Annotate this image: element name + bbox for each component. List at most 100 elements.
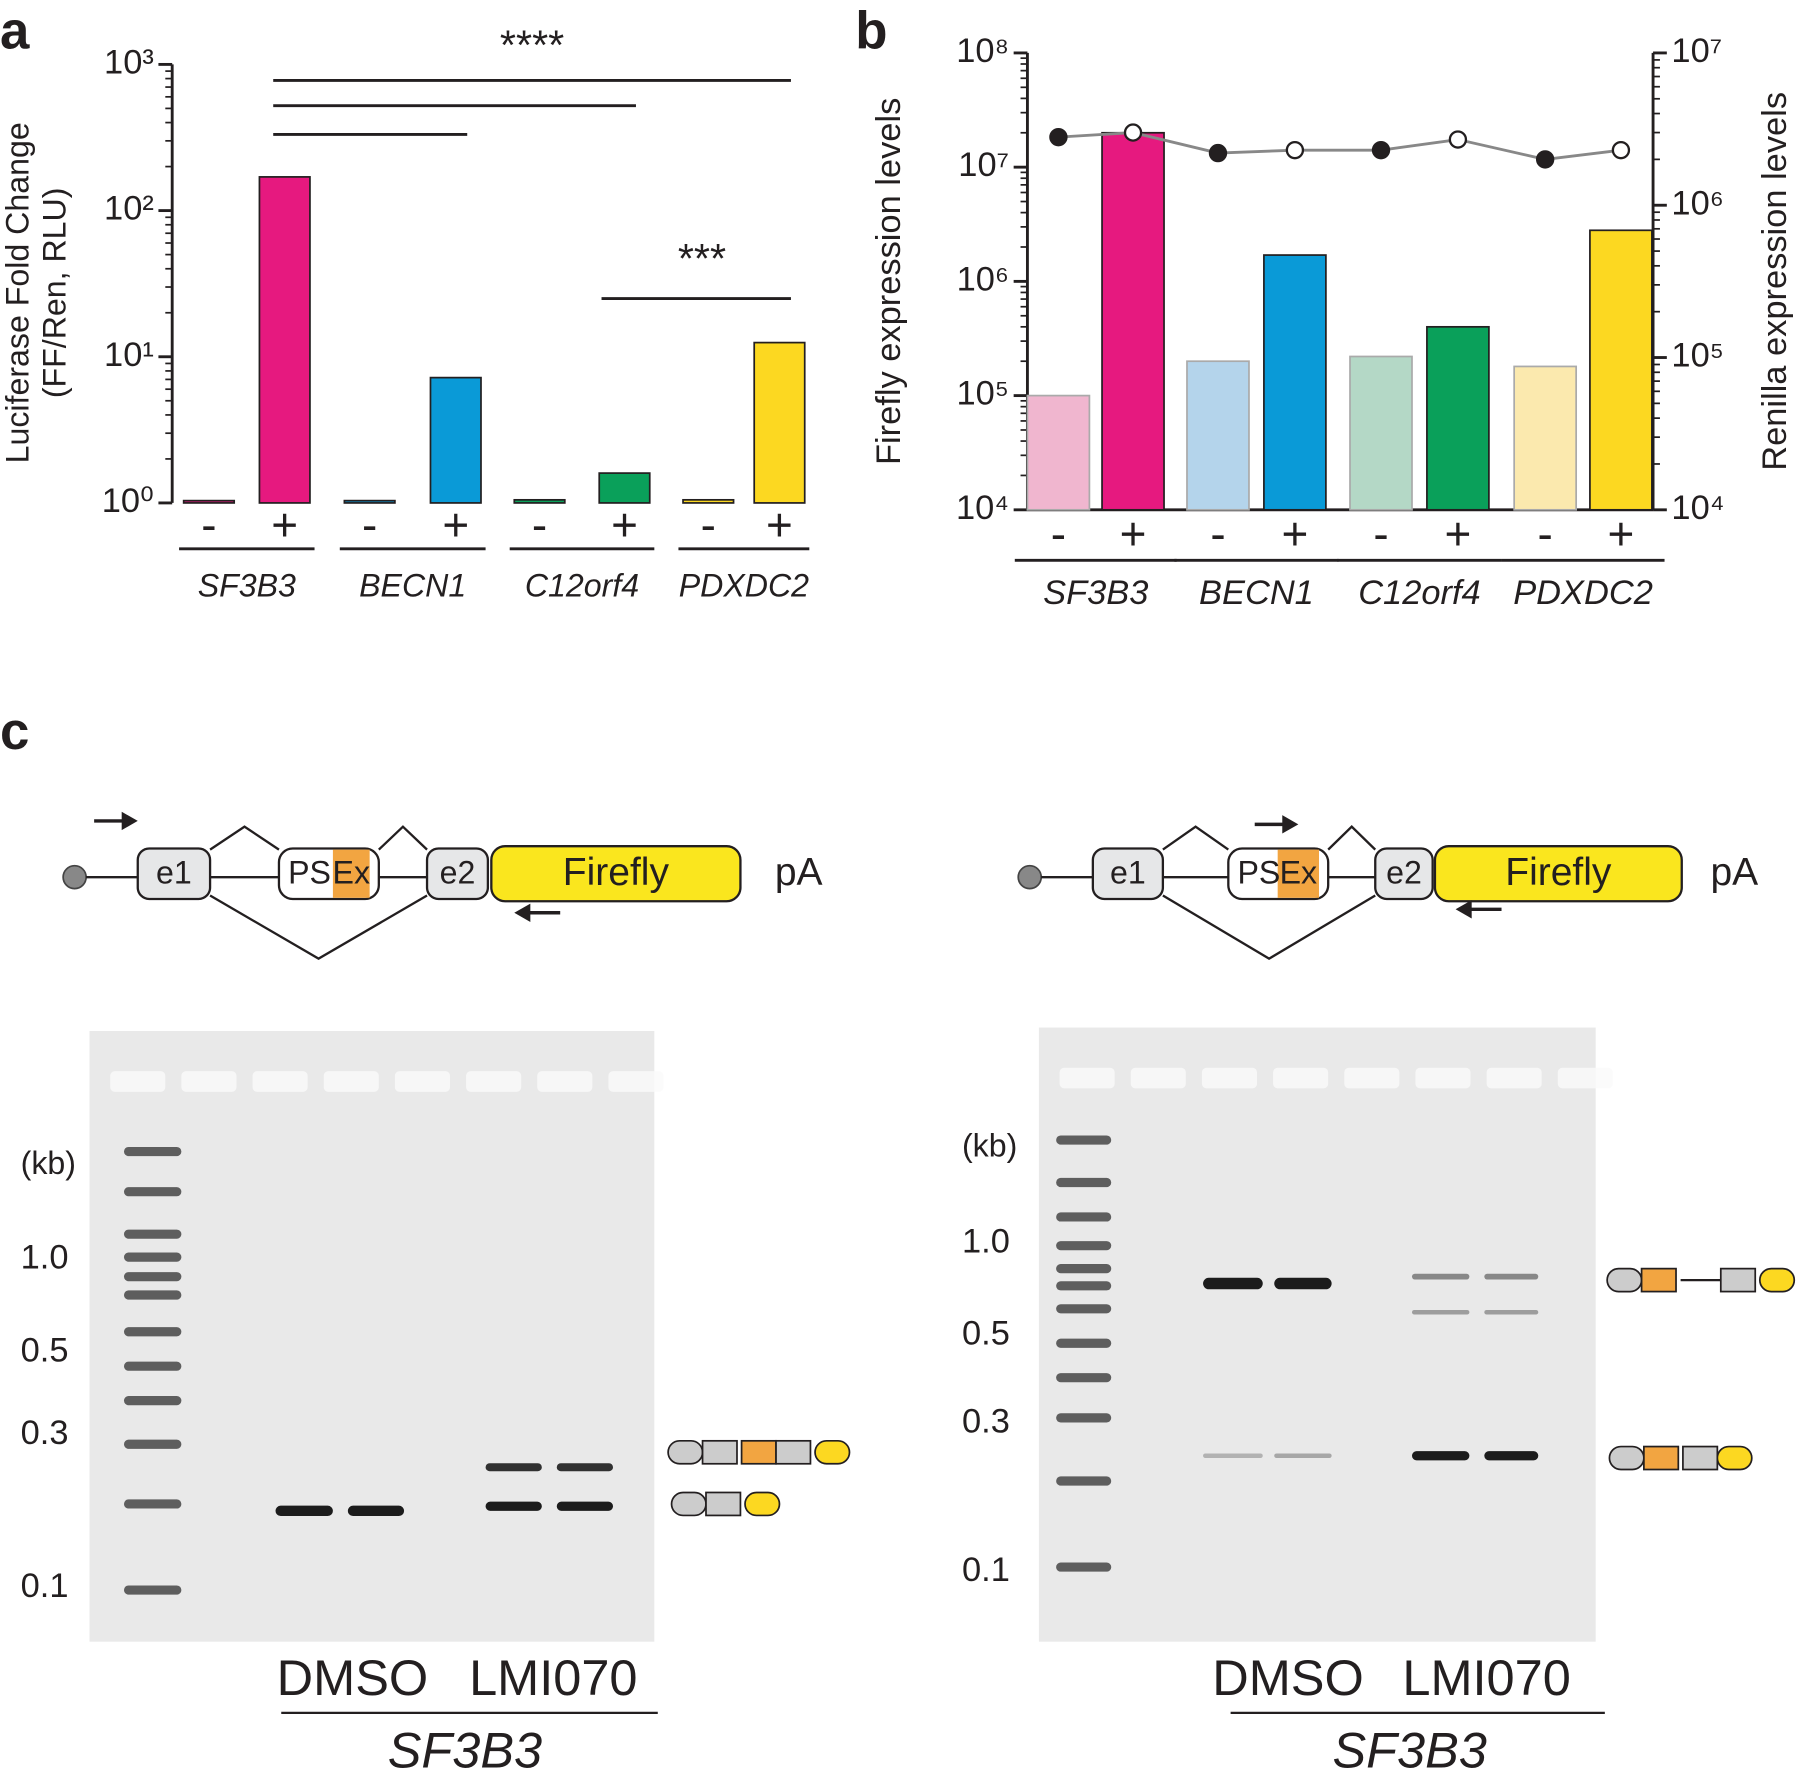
- sample-band: [1484, 1309, 1539, 1315]
- x-tick-label: +: [1281, 507, 1308, 559]
- x-tick-label: -: [1051, 507, 1066, 559]
- ladder-band: [1056, 1413, 1112, 1423]
- y-tick-label: 10³: [104, 44, 154, 82]
- gel-well: [110, 1071, 166, 1092]
- sample-band: [485, 1501, 542, 1511]
- primer-arrowhead: [1455, 900, 1472, 919]
- construct-label: Firefly: [563, 851, 670, 894]
- bar: [1589, 229, 1653, 511]
- firefly-box: [490, 845, 742, 903]
- isoform-segment: [814, 1439, 851, 1465]
- construct-label: Ex: [1280, 854, 1318, 890]
- group-label: PDXDC2: [679, 567, 809, 603]
- bar: [753, 341, 806, 504]
- x-tick-label: -: [701, 498, 716, 550]
- exon-box: [332, 849, 370, 898]
- x-tick-label: -: [362, 498, 377, 550]
- gel-well: [252, 1071, 308, 1092]
- splice-line: [378, 825, 428, 851]
- y-tick-label: 10⁴: [1671, 489, 1724, 527]
- isoform-segment: [740, 1439, 777, 1465]
- gene-label: SF3B3: [1332, 1722, 1486, 1775]
- gel-well: [1059, 1067, 1115, 1089]
- isoform-segment: [1758, 1267, 1796, 1293]
- x-tick-label: -: [1210, 507, 1225, 559]
- x-tick-label: +: [271, 498, 298, 550]
- sample-band: [1411, 1451, 1470, 1461]
- promoter: [1017, 864, 1043, 890]
- line-point: [1371, 140, 1391, 160]
- gel-well: [181, 1071, 237, 1092]
- bar: [258, 176, 311, 504]
- gel-well: [537, 1071, 593, 1092]
- line-series: [1058, 131, 1622, 161]
- exon-box: [1277, 849, 1320, 898]
- splice-line: [1162, 894, 1376, 961]
- primer-arrowhead: [1282, 815, 1299, 834]
- isoform-segment: [1608, 1445, 1645, 1471]
- ladder-band: [123, 1290, 182, 1300]
- gel-well: [323, 1071, 379, 1092]
- bar: [513, 498, 566, 504]
- x-tick-label: +: [442, 498, 469, 550]
- firefly-box: [1433, 845, 1683, 903]
- gel-well: [466, 1071, 522, 1092]
- line-point: [1611, 140, 1631, 160]
- x-tick-label: +: [1120, 507, 1147, 559]
- x-tick-label: -: [201, 498, 216, 550]
- exon-box: [136, 847, 212, 901]
- ladder-band: [1056, 1562, 1112, 1572]
- bar: [598, 472, 651, 504]
- size-unit: (kb): [962, 1128, 1017, 1164]
- bar: [1349, 355, 1413, 511]
- isoform-segment: [701, 1439, 738, 1465]
- ladder-band: [123, 1361, 182, 1371]
- construct-label: pA: [775, 851, 823, 894]
- y-tick-label: 10⁶: [1671, 184, 1723, 222]
- ladder-band: [1056, 1212, 1112, 1222]
- primer-arrowhead: [514, 903, 531, 922]
- y-tick-label: 10⁷: [1671, 32, 1722, 70]
- ladder-band: [123, 1585, 182, 1595]
- ladder-band: [1056, 1338, 1112, 1348]
- y-tick-label: 10⁴: [956, 489, 1009, 527]
- construct-label: PS: [288, 854, 331, 890]
- group-label: BECN1: [359, 567, 466, 603]
- y-axis-label: Luciferase Fold Change(FF/Ren, RLU): [0, 122, 73, 463]
- bar: [1186, 360, 1250, 511]
- size-label: 0.1: [21, 1567, 69, 1605]
- y-tick-label: 10²: [104, 190, 154, 228]
- panel-label: c: [0, 702, 29, 761]
- isoform-segment: [1682, 1445, 1719, 1471]
- x-tick-label: -: [1538, 507, 1553, 559]
- isoform-segment: [667, 1439, 704, 1465]
- x-tick-label: +: [1445, 507, 1472, 559]
- y-axis-label: Firefly expression levels: [870, 98, 908, 465]
- isoform-segment: [1640, 1267, 1677, 1293]
- gel-well: [1130, 1067, 1186, 1089]
- y-tick-label: 10⁶: [957, 260, 1009, 298]
- gel-well: [1344, 1067, 1400, 1089]
- group-label: C12orf4: [1358, 574, 1480, 612]
- panel-label: b: [855, 2, 887, 61]
- line-point: [1049, 127, 1068, 147]
- construct-label: e2: [1386, 854, 1422, 890]
- sample-band: [275, 1505, 333, 1517]
- construct-label: pA: [1710, 851, 1758, 894]
- sample-band: [1411, 1309, 1470, 1315]
- x-tick-label: -: [1373, 507, 1388, 559]
- promoter: [62, 864, 87, 890]
- sample-band: [485, 1463, 542, 1472]
- bar: [1426, 325, 1490, 511]
- bar: [182, 499, 236, 504]
- isoform-segment: [670, 1491, 707, 1517]
- size-label: 0.5: [962, 1314, 1010, 1352]
- ladder-band: [1056, 1264, 1112, 1274]
- lane-label: DMSO: [1212, 1649, 1364, 1706]
- ladder-band: [123, 1439, 182, 1449]
- gel-well: [394, 1071, 450, 1092]
- construct-label: e1: [156, 854, 192, 890]
- isoform-segment: [775, 1439, 812, 1465]
- ladder-band: [123, 1272, 182, 1282]
- gel-well: [608, 1071, 664, 1092]
